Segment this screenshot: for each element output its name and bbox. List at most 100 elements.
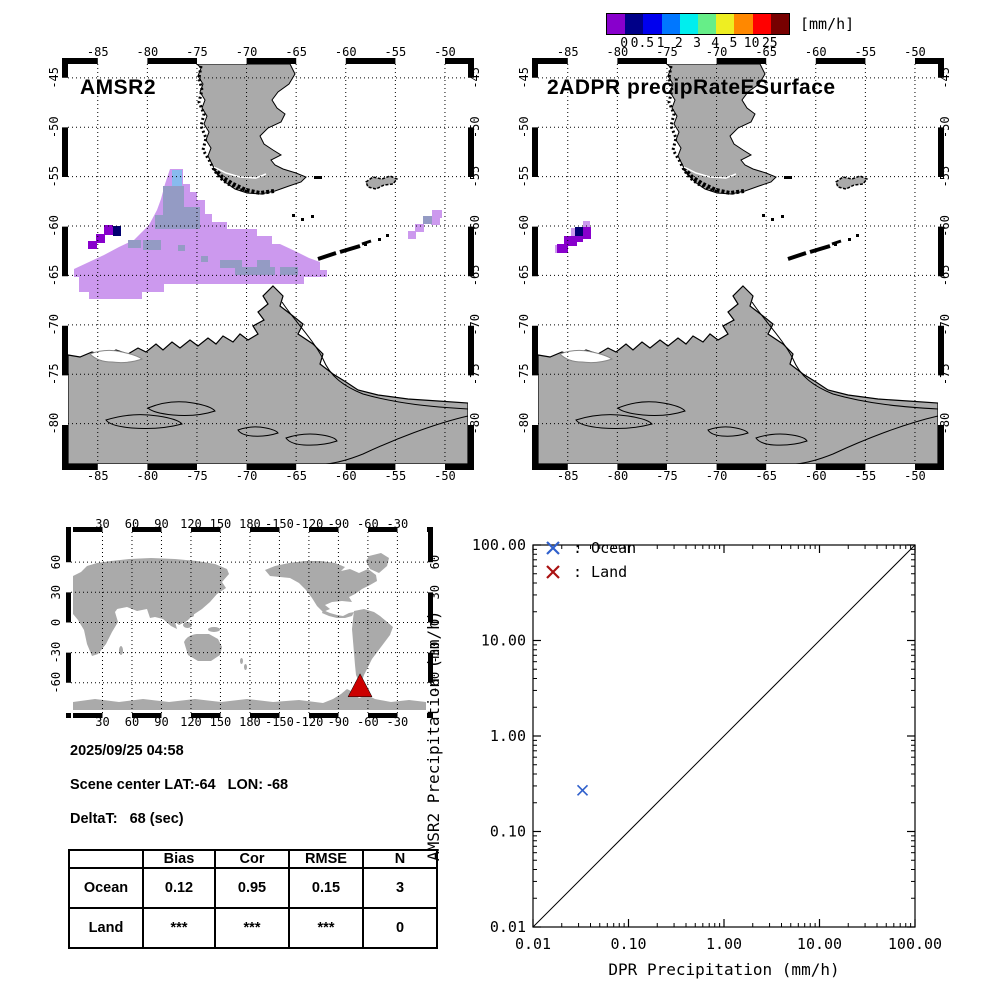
island-chain bbox=[361, 239, 372, 246]
ice-contour-loop bbox=[285, 433, 338, 446]
ocean-cor: 0.95 bbox=[214, 867, 290, 909]
map-panel-amsr2: -85 -85 -80 -80 -75 -75 -70 -70 -65 -65 -60 -60 -55 -… bbox=[48, 45, 482, 483]
grid-lines bbox=[538, 64, 938, 464]
colorbar bbox=[606, 13, 790, 35]
tierra-del-fuego-coast bbox=[682, 166, 745, 196]
legend: : Ocean: Land bbox=[546, 539, 636, 581]
ice-contour-loop bbox=[147, 401, 216, 416]
lon-tick-top: -75 bbox=[656, 45, 678, 59]
world-lat-tick-right: 0 bbox=[428, 619, 442, 626]
world-tick-labels: 303060609090120120150150180180-150-150-1… bbox=[51, 517, 442, 729]
lon-tick-top: -50 bbox=[904, 45, 926, 59]
island-chain bbox=[317, 251, 337, 261]
lon-tick-top: -60 bbox=[335, 45, 357, 59]
precip-cell-navy bbox=[575, 227, 583, 236]
world-lon-tick-bottom: -120 bbox=[294, 715, 323, 729]
colorbar-unit-label: [mm/h] bbox=[800, 15, 855, 33]
y-axis-tick-label: 10.00 bbox=[481, 632, 526, 650]
x-marker bbox=[576, 784, 589, 796]
table-row-land: Land *** *** *** 0 bbox=[68, 907, 438, 949]
colorbar-segment-0 bbox=[607, 14, 626, 34]
new-zealand bbox=[240, 658, 243, 664]
islet bbox=[848, 238, 851, 241]
lon-tick-top: -85 bbox=[87, 45, 109, 59]
islet bbox=[762, 214, 765, 217]
legend-label-land: : Land bbox=[573, 563, 627, 581]
world-lon-tick-bottom: 60 bbox=[125, 715, 139, 729]
precip-cell-lightblue bbox=[172, 170, 182, 186]
lon-tick-bottom: -50 bbox=[904, 469, 926, 483]
map-panel-dpr: -85 -85 -80 -80 -75 -75 -70 -70 -65 -65 -60 -60 -55 -… bbox=[518, 45, 952, 483]
falkland-islands bbox=[365, 175, 399, 190]
world-lat-tick-right: 60 bbox=[428, 555, 442, 569]
ocean-rmse: 0.15 bbox=[288, 867, 364, 909]
row-label-land: Land bbox=[68, 907, 144, 949]
scatter-plot: 0.01 0.10 1.00 10.00 100.00 100.00 10.00 1.00 0.… bbox=[472, 536, 942, 953]
lat-tick-right: -65 bbox=[938, 265, 952, 287]
lat-tick-right: -50 bbox=[938, 116, 952, 138]
colorbar-segment-2 bbox=[643, 14, 662, 34]
lon-tick-bottom: -65 bbox=[285, 469, 307, 483]
table-row-ocean: Ocean 0.12 0.95 0.15 3 bbox=[68, 867, 438, 909]
lat-tick-right: -55 bbox=[938, 166, 952, 188]
colorbar-tick-label: 5 bbox=[729, 36, 738, 51]
precip-cells bbox=[74, 169, 442, 299]
header-rmse: RMSE bbox=[288, 849, 364, 869]
precip-cell-slate bbox=[201, 256, 208, 262]
precip-cell-base bbox=[415, 224, 424, 232]
lat-tick-right: -45 bbox=[938, 67, 952, 89]
lon-tick-top: -85 bbox=[557, 45, 579, 59]
lat-tick-left: -80 bbox=[48, 413, 61, 435]
coastlines bbox=[537, 63, 939, 465]
ice-shelf-gap bbox=[89, 349, 144, 364]
map-tick-labels: -85 -85 -80 -80 -75 -75 -70 -70 -65 -65 -60 -60 -55 -… bbox=[518, 45, 952, 483]
world-lon-tick-bottom: 150 bbox=[210, 715, 232, 729]
map-title-amsr2: AMSR2 bbox=[80, 76, 157, 99]
lon-tick-bottom: -85 bbox=[557, 469, 579, 483]
scene-center-label: Scene center LAT:-64 LON: -68 bbox=[70, 777, 289, 793]
precip-cell-slate bbox=[280, 267, 298, 275]
lon-tick-top: -80 bbox=[137, 45, 159, 59]
lon-tick-bottom: -80 bbox=[137, 469, 159, 483]
lat-tick-left: -60 bbox=[48, 215, 61, 237]
precip-cell-purple bbox=[88, 241, 97, 249]
x-axis-tick-label: 0.10 bbox=[610, 935, 646, 953]
colorbar-segment-7 bbox=[734, 14, 753, 34]
precip-cell-slate bbox=[178, 245, 185, 251]
lat-tick-left: -65 bbox=[518, 265, 531, 287]
lon-tick-bottom: -75 bbox=[656, 469, 678, 483]
new-guinea bbox=[208, 627, 220, 632]
colorbar-tick-label: 4 bbox=[711, 36, 720, 51]
colorbar-tick-label: 10 bbox=[743, 36, 760, 51]
lon-tick-top: -55 bbox=[855, 45, 877, 59]
precip-cell-slate bbox=[423, 216, 432, 224]
precip-cells bbox=[555, 221, 591, 253]
world-lon-tick-top: 180 bbox=[239, 517, 261, 531]
central-america bbox=[322, 610, 354, 618]
header-blank bbox=[68, 849, 144, 869]
header-cor: Cor bbox=[214, 849, 290, 869]
map-frame bbox=[62, 58, 474, 470]
colorbar-tick-label: 3 bbox=[693, 36, 701, 51]
colorbar-tick-label: 25 bbox=[761, 36, 778, 51]
colorbar-ticks: 0 0.5 1 2 3 4 5 10 25 bbox=[606, 36, 806, 52]
world-lon-tick-top: 120 bbox=[180, 517, 202, 531]
row-label-ocean: Ocean bbox=[68, 867, 144, 909]
lat-tick-left: -80 bbox=[518, 413, 531, 435]
world-lon-tick-bottom: -90 bbox=[328, 715, 350, 729]
header-bias: Bias bbox=[142, 849, 216, 869]
scene-marker bbox=[347, 673, 373, 698]
world-lat-tick-right: -30 bbox=[428, 642, 442, 664]
precip-cell-base bbox=[432, 210, 442, 218]
lon-tick-bottom: -60 bbox=[805, 469, 827, 483]
lat-tick-left: -75 bbox=[518, 363, 531, 385]
precip-cell-purple bbox=[104, 225, 113, 235]
lon-tick-bottom: -70 bbox=[706, 469, 728, 483]
precip-cell-slate bbox=[128, 240, 141, 248]
scene-location-triangle bbox=[347, 673, 373, 698]
world-lon-tick-top: 60 bbox=[125, 517, 139, 531]
x-marker bbox=[546, 565, 560, 579]
new-zealand bbox=[244, 664, 247, 670]
lat-tick-right: -80 bbox=[468, 413, 482, 435]
world-lat-tick-right: 30 bbox=[428, 585, 442, 599]
